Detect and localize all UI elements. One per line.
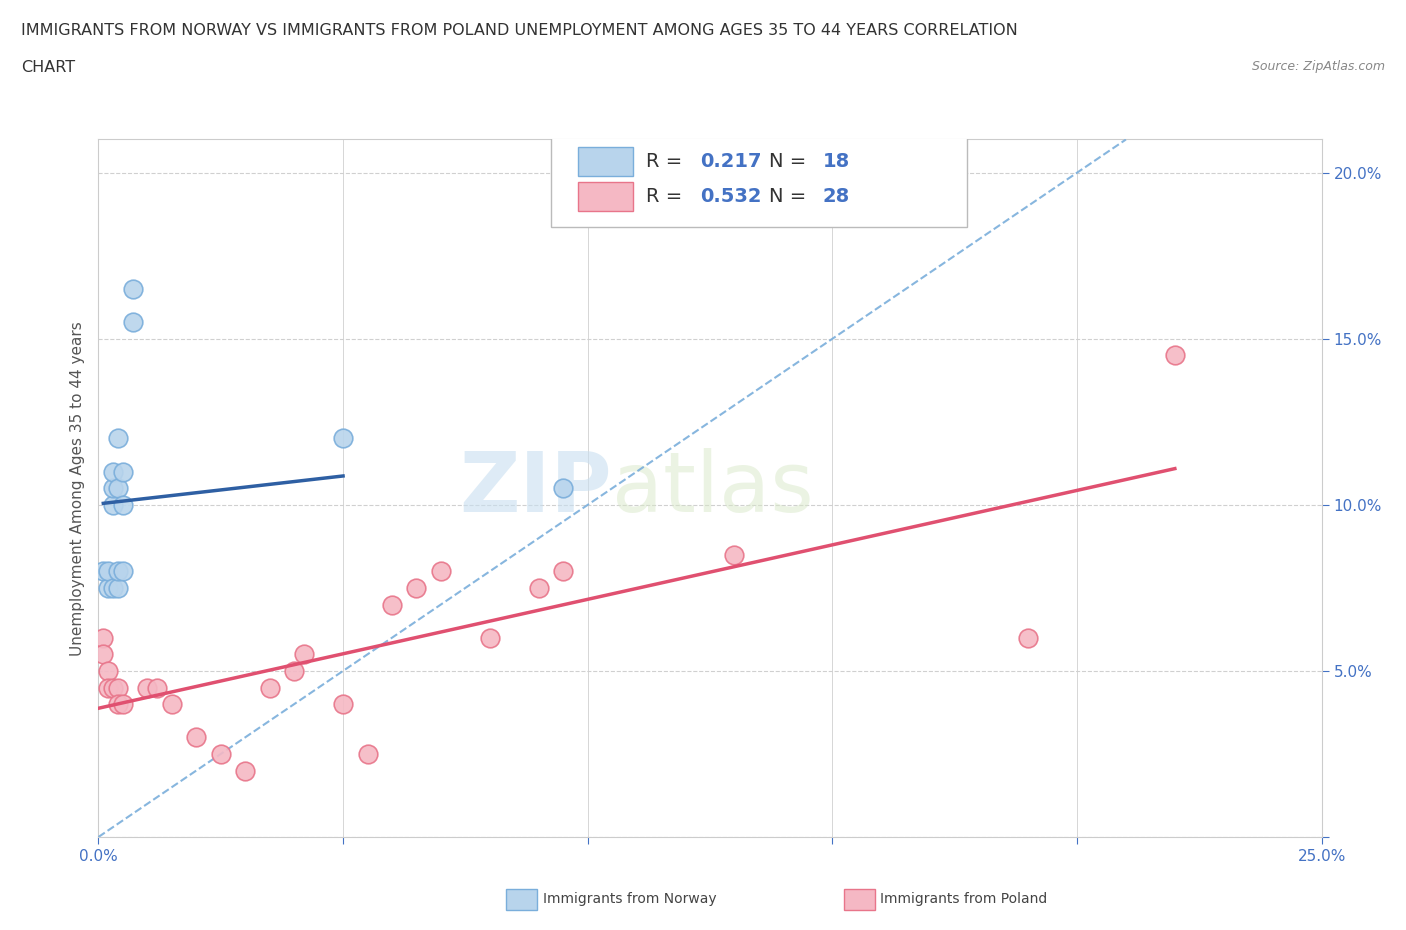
Point xyxy=(405,580,427,595)
Point xyxy=(430,564,453,578)
Point xyxy=(107,697,129,711)
Point xyxy=(1017,631,1039,645)
Point xyxy=(97,564,120,578)
Point xyxy=(107,580,129,595)
Point xyxy=(101,481,124,496)
Point xyxy=(97,580,120,595)
Point xyxy=(356,747,378,762)
Point xyxy=(111,564,134,578)
Point xyxy=(332,697,354,711)
Point xyxy=(160,697,183,711)
Point xyxy=(146,680,169,695)
Point xyxy=(101,580,124,595)
Text: R =: R = xyxy=(647,187,689,206)
Text: 28: 28 xyxy=(823,187,849,206)
Point xyxy=(101,464,124,479)
Point xyxy=(91,647,114,662)
Point xyxy=(723,547,745,562)
Point xyxy=(121,282,143,297)
Text: Source: ZipAtlas.com: Source: ZipAtlas.com xyxy=(1251,60,1385,73)
Point xyxy=(1164,348,1187,363)
Text: 0.217: 0.217 xyxy=(700,153,762,171)
Point xyxy=(107,564,129,578)
Text: Immigrants from Poland: Immigrants from Poland xyxy=(880,892,1047,907)
Text: CHART: CHART xyxy=(21,60,75,75)
Point xyxy=(553,481,575,496)
Text: IMMIGRANTS FROM NORWAY VS IMMIGRANTS FROM POLAND UNEMPLOYMENT AMONG AGES 35 TO 4: IMMIGRANTS FROM NORWAY VS IMMIGRANTS FRO… xyxy=(21,23,1018,38)
Point xyxy=(111,464,134,479)
Point xyxy=(553,564,575,578)
Point xyxy=(91,631,114,645)
Point xyxy=(107,481,129,496)
Text: atlas: atlas xyxy=(612,447,814,529)
FancyBboxPatch shape xyxy=(551,133,967,227)
Point xyxy=(121,314,143,329)
Point xyxy=(233,764,256,778)
Text: ZIP: ZIP xyxy=(460,447,612,529)
Point xyxy=(478,631,501,645)
Text: 0.532: 0.532 xyxy=(700,187,762,206)
Y-axis label: Unemployment Among Ages 35 to 44 years: Unemployment Among Ages 35 to 44 years xyxy=(69,321,84,656)
Point xyxy=(283,663,305,678)
Point xyxy=(111,697,134,711)
Point xyxy=(107,680,129,695)
Point xyxy=(101,498,124,512)
Text: 18: 18 xyxy=(823,153,849,171)
Text: N =: N = xyxy=(769,153,813,171)
Point xyxy=(332,431,354,445)
Point xyxy=(111,498,134,512)
Point xyxy=(259,680,281,695)
Point xyxy=(101,680,124,695)
Point xyxy=(97,680,120,695)
Point xyxy=(381,597,404,612)
FancyBboxPatch shape xyxy=(578,182,633,211)
Point xyxy=(186,730,208,745)
Text: N =: N = xyxy=(769,187,813,206)
Point xyxy=(209,747,232,762)
Point xyxy=(97,663,120,678)
Point xyxy=(136,680,159,695)
Text: R =: R = xyxy=(647,153,689,171)
Point xyxy=(107,431,129,445)
Text: Immigrants from Norway: Immigrants from Norway xyxy=(543,892,716,907)
Point xyxy=(527,580,550,595)
FancyBboxPatch shape xyxy=(578,147,633,177)
Point xyxy=(292,647,315,662)
Point xyxy=(91,564,114,578)
